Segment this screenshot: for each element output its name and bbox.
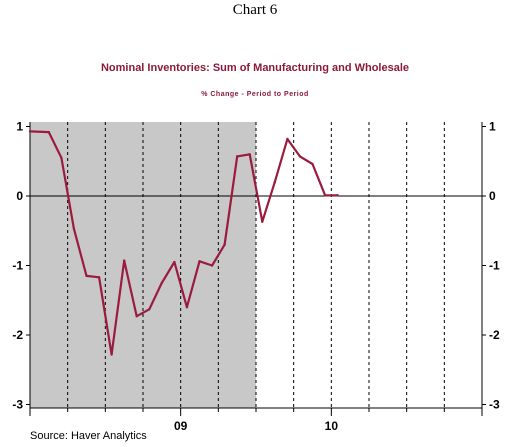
y-tick-label-left: 0 xyxy=(16,189,23,203)
chart-heading: Chart 6 xyxy=(232,2,278,18)
chart-subtitle: % Change - Period to Period xyxy=(201,91,309,98)
y-tick-label-left: -1 xyxy=(12,259,23,273)
recession-shading xyxy=(30,122,256,408)
chart-title: Nominal Inventories: Sum of Manufacturin… xyxy=(100,62,410,74)
x-tick-label: 10 xyxy=(325,419,339,433)
data-point xyxy=(85,274,88,278)
data-point xyxy=(47,130,51,134)
data-point xyxy=(160,281,164,285)
y-tick-label-left: 1 xyxy=(16,120,23,134)
y-tick-label-right: -3 xyxy=(489,398,500,412)
data-point xyxy=(311,162,314,166)
data-point xyxy=(336,194,339,197)
data-point xyxy=(323,194,327,197)
y-tick-label-left: -3 xyxy=(12,398,23,412)
data-point xyxy=(235,155,239,158)
y-tick-label-left: -2 xyxy=(12,328,23,342)
data-point xyxy=(223,243,226,246)
data-point xyxy=(122,259,126,262)
x-tick-label: 09 xyxy=(174,419,188,433)
data-point xyxy=(286,137,289,141)
data-point xyxy=(298,155,302,158)
data-point xyxy=(135,315,138,318)
data-point xyxy=(148,308,151,311)
data-point xyxy=(28,130,32,133)
y-tick-label-right: -2 xyxy=(489,328,500,342)
data-point xyxy=(97,276,101,279)
data-point xyxy=(185,306,189,309)
y-tick-label-right: 0 xyxy=(489,189,496,203)
data-point xyxy=(248,153,251,156)
data-point xyxy=(210,264,214,267)
y-tick-label-right: -1 xyxy=(489,259,500,273)
data-point xyxy=(173,260,176,264)
data-point xyxy=(261,220,264,223)
y-tick-label-right: 1 xyxy=(489,120,496,134)
data-point xyxy=(198,260,201,263)
data-point xyxy=(60,156,63,159)
data-point xyxy=(110,353,113,356)
data-point xyxy=(273,180,277,184)
source-note: Source: Haver Analytics xyxy=(30,430,147,442)
data-point xyxy=(72,227,76,230)
